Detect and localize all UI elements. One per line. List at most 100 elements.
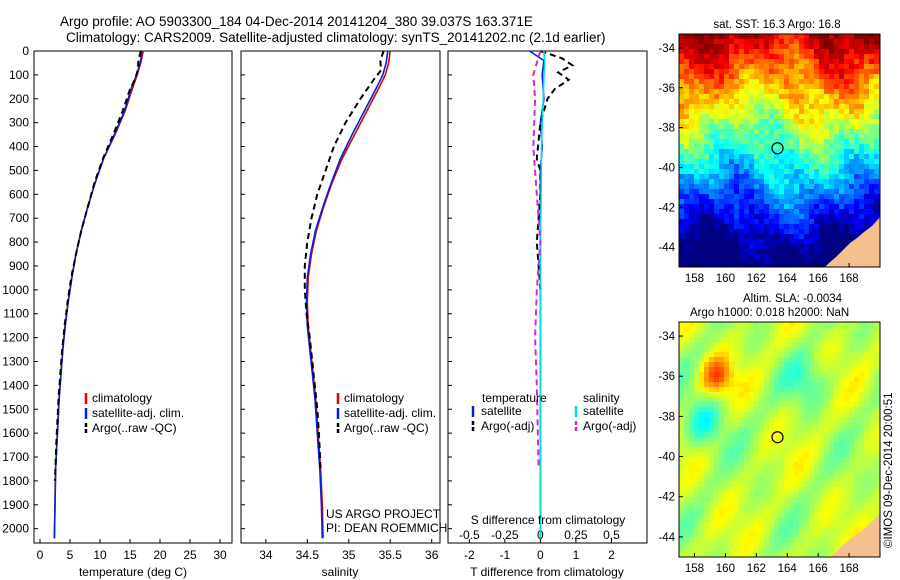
map-cell [699,149,705,155]
map-cell [744,104,750,110]
map-cell [809,467,815,473]
map-cell [749,39,755,45]
map-cell [849,114,855,120]
map-cell [824,244,830,250]
map-cell [744,129,750,135]
map-cell [839,244,845,250]
map-cell [694,99,700,105]
map-cell [839,189,845,195]
map-cell [759,477,765,483]
map-cell [774,517,780,523]
map-cell [849,442,855,448]
map-cell [844,179,850,185]
map-cell [769,372,775,378]
map-cell [724,199,730,205]
map-cell [744,99,750,105]
map-cell [714,372,720,378]
map-cell [774,487,780,493]
map-cell [819,169,825,175]
map-cell [684,34,690,40]
map-cell [804,372,810,378]
map-cell [824,64,830,70]
map-cell [794,129,800,135]
map-cell [714,412,720,418]
map-cell [829,447,835,453]
map-cell [739,114,745,120]
map-cell [699,129,705,135]
map-cell [719,119,725,125]
map-cell [824,387,830,393]
map-cell [784,477,790,483]
map-cell [704,502,710,508]
map-cell [724,139,730,145]
map-cell [779,552,785,557]
map-cell [679,512,685,518]
map-cell [784,39,790,45]
map-cell [744,209,750,215]
map-cell [799,149,805,155]
map-cell [729,89,735,95]
map-cell [824,547,830,553]
map-cell [869,139,875,145]
map-cell [834,219,840,225]
map-cell [749,442,755,448]
map-cell [739,522,745,528]
map-cell [699,457,705,463]
map-y-tick-label: -34 [658,43,675,55]
map-cell [854,49,860,55]
map-cell [719,79,725,85]
difference-x-label: T difference from climatology [470,565,624,579]
map-cell [804,542,810,548]
map-cell [709,234,715,240]
map-cell [754,34,760,40]
map-cell [809,472,815,478]
map-cell [854,234,860,240]
map-cell [744,417,750,423]
map-cell [834,174,840,180]
map-cell [819,154,825,160]
map-cell [844,397,850,403]
map-cell [774,49,780,55]
map-cell [704,64,710,70]
map-cell [809,367,815,373]
map-cell [694,502,700,508]
map-cell [809,457,815,463]
map-cell [729,249,735,255]
map-cell [684,134,690,140]
map-cell [714,124,720,130]
map-cell [849,174,855,180]
map-cell [784,372,790,378]
map-cell [849,392,855,398]
map-cell [734,174,740,180]
depth-tick-label: 1800 [2,474,29,488]
map-cell [794,427,800,433]
map-cell [749,174,755,180]
map-cell [874,109,880,115]
map-cell [839,332,845,338]
map-cell [744,377,750,383]
map-cell [734,507,740,513]
map-cell [784,119,790,125]
map-cell [694,159,700,165]
map-cell [749,407,755,413]
map-cell [794,542,800,548]
map-cell [714,532,720,538]
map-cell [724,44,730,50]
map-cell [814,472,820,478]
map-cell [804,382,810,388]
map-cell [799,367,805,373]
map-cell [754,537,760,543]
map-cell [749,372,755,378]
map-cell [869,432,875,438]
map-cell [679,139,685,145]
map-cell [769,149,775,155]
map-cell [764,74,770,80]
map-cell [824,199,830,205]
map-cell [809,507,815,513]
map-cell [679,184,685,190]
map-cell [799,412,805,418]
map-cell [694,209,700,215]
map-cell [754,527,760,533]
map-cell [754,417,760,423]
map-cell [854,214,860,220]
